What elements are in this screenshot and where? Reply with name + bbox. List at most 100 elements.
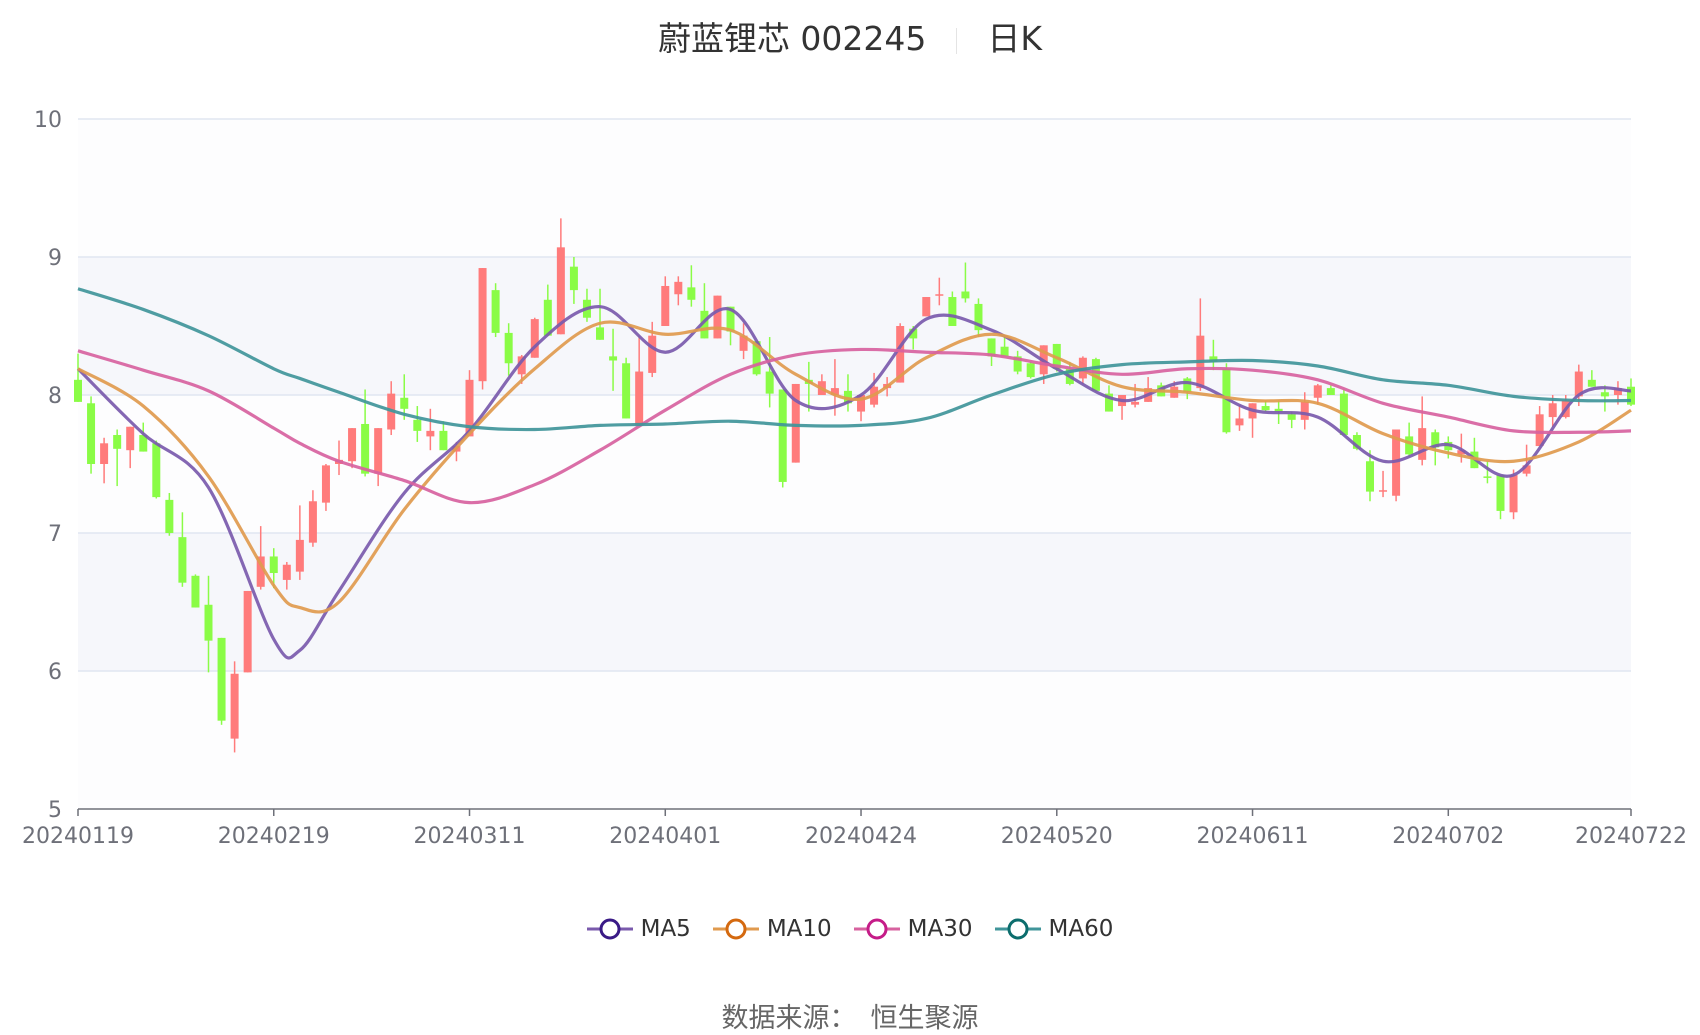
legend-item-ma30[interactable]: MA30 [853,916,973,942]
candle-down [596,327,605,340]
candle-down [400,397,409,409]
candle-down [1209,356,1218,362]
data-source: 数据来源： 恒生聚源 [0,996,1700,1035]
candle-down [217,637,226,721]
x-tick-label: 20240611 [1197,824,1309,849]
candle-up [530,319,539,358]
legend: MA5 MA10 MA30 MA60 [0,916,1700,942]
candle-down [752,341,761,375]
candle-up [1613,388,1622,395]
ma5-legend-icon [586,918,633,940]
candle-up [517,356,526,375]
candle-up [1300,401,1309,420]
candle-down [113,435,122,449]
candle-up [426,430,435,437]
candle-down [1104,393,1113,412]
legend-item-ma5[interactable]: MA5 [586,916,691,942]
candle-down [1261,406,1270,411]
candle-down [139,435,148,452]
candle-up [1313,385,1322,398]
grid-band [78,257,1631,395]
grid-band [78,533,1631,671]
candle-down [961,291,970,299]
title-separator [956,27,958,54]
candle-down [87,403,96,464]
candle-up [321,465,330,503]
legend-label: MA60 [1048,916,1114,942]
ma30-legend-icon [853,918,900,940]
candle-up [830,388,839,395]
candle-down [700,310,709,339]
y-tick-label: 10 [34,108,62,133]
candle-up [661,285,670,326]
ma60-legend-icon [994,918,1041,940]
ma60-line [77,287,1632,432]
candle-up [674,281,683,295]
candle-down [1365,461,1374,492]
candle-down [987,338,996,357]
candle-down [1431,432,1440,448]
candle-down [178,537,187,583]
candle-down [1405,436,1414,455]
candle-up [282,564,291,580]
x-tick-label: 20240219 [218,824,330,849]
candle-up [935,294,944,296]
legend-label: MA10 [766,916,832,942]
candle-down [1496,475,1505,511]
candle-up [1509,475,1518,513]
x-tick-label: 20240424 [805,824,917,849]
ma5-line [76,305,1632,660]
x-tick-label: 20240401 [609,824,721,849]
candle-up [465,379,474,437]
candle-down [1183,378,1192,393]
grid-band [78,671,1631,809]
candle-up [243,590,252,673]
candle-up [256,556,265,587]
candle-down [191,575,200,608]
candle-up [1418,428,1427,460]
candle-down [948,297,957,326]
y-tick-label: 7 [48,522,62,547]
candle-down [1026,363,1035,378]
candle-down [543,299,552,336]
candle-up [308,501,317,543]
candle-up [1574,371,1583,397]
candle-down [491,290,500,333]
grid-band [78,119,1631,257]
y-tick-label: 6 [48,660,62,685]
chart-title: 蔚蓝锂芯 002245 日K [0,12,1700,60]
candle-down [778,389,787,482]
candle-down [765,371,774,394]
stock-name-code: 蔚蓝锂芯 002245 [657,19,927,58]
candle-up [478,268,487,382]
candle-down [413,419,422,431]
candle-down [687,287,696,300]
candle-up [896,326,905,383]
candle-down [1483,476,1492,478]
x-tick-label: 20240702 [1392,824,1504,849]
candle-down [1627,386,1635,405]
candle-down [1274,408,1283,412]
candle-down [622,363,631,419]
y-tick-label: 8 [48,384,62,409]
candle-up [348,428,357,462]
source-label: 数据来源： [721,1003,857,1034]
candle-up [713,295,722,339]
legend-label: MA5 [640,916,691,942]
candle-up [126,426,135,451]
candle-up [648,335,657,373]
legend-item-ma10[interactable]: MA10 [712,916,832,942]
candle-up [295,539,304,572]
candle-down [1222,368,1231,433]
x-tick-label: 20240119 [22,824,134,849]
x-tick-label: 20240722 [1575,824,1687,849]
ma10-line [77,320,1632,614]
candle-down [74,379,82,402]
candle-down [152,443,161,498]
candle-up [922,297,931,317]
candle-up [635,371,644,426]
legend-item-ma60[interactable]: MA60 [994,916,1114,942]
candle-up [1457,450,1466,455]
candle-down [165,499,174,533]
